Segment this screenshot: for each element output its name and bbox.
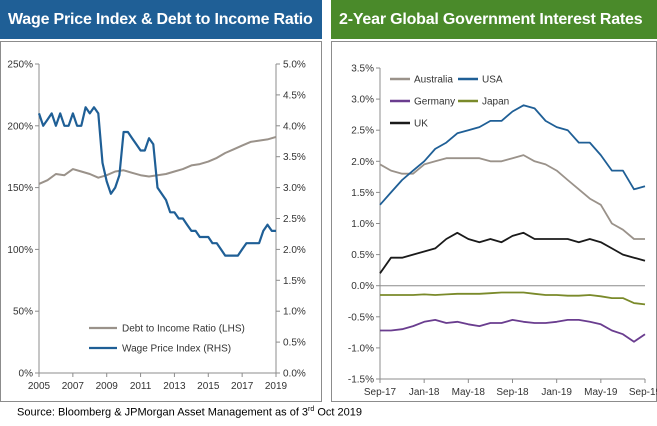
y-right-tick-label: 2.0% [283, 245, 306, 256]
y-right-tick-label: 0.5% [283, 338, 306, 349]
interest-rates-chart: -1.5% -1.0% -0.5% 0.0% 0.5% 1.0% 1.5% 2.0% 2.5% 3… [348, 64, 657, 399]
x-tick-label: Sep-18 [496, 387, 529, 398]
y-tick-label: 0.5% [351, 250, 374, 261]
legend-label: UK [414, 119, 428, 130]
y-left-tick-label: 250% [7, 60, 33, 71]
x-tick-label: May-18 [452, 387, 486, 398]
series-line-3 [380, 291, 646, 306]
x-tick-label: 2011 [130, 381, 152, 392]
y-tick-label: 3.0% [351, 95, 374, 106]
source-note: Source: Bloomberg & JPMorgan Asset Manag… [17, 406, 362, 419]
legend-label: Wage Price Index (RHS) [122, 344, 231, 355]
y-tick-label: -0.5% [348, 312, 374, 323]
y-right-tick-label: 2.5% [283, 214, 306, 225]
y-tick-label: 0.0% [351, 281, 374, 292]
series-line-2 [380, 318, 646, 343]
y-right-tick-label: 0.0% [283, 369, 306, 380]
y-right-tick-label: 5.0% [283, 60, 306, 71]
chart-title: 2-Year Global Government Interest Rates [331, 0, 657, 39]
y-left-tick-label: 50% [13, 307, 33, 318]
x-tick-label: 2015 [197, 381, 220, 392]
legend-label: USA [482, 75, 503, 86]
interest-rates-chart-panel: 2-Year Global Government Interest Rates … [331, 0, 657, 402]
x-tick-label: May-19 [584, 387, 618, 398]
chart-title: Wage Price Index & Debt to Income Ratio … [0, 0, 322, 67]
wage-debt-chart: 0% 50% 100% 150% 200% 250% 0.0% 0.5% 1.0% 1.5% 2.0… [7, 60, 306, 393]
x-tick-label: 2019 [265, 381, 288, 392]
legend-label: Germany [414, 97, 455, 108]
series-line-1 [379, 104, 646, 206]
legend-label: Australia [414, 75, 453, 86]
x-tick-label: Jan-19 [541, 387, 572, 398]
legend-label: Debt to Income Ratio (LHS) [122, 324, 245, 335]
plot-area: 0% 50% 100% 150% 200% 250% 0.0% 0.5% 1.0% 1.5% 2.0… [0, 41, 322, 402]
y-right-tick-label: 3.5% [283, 152, 306, 163]
y-tick-label: -1.0% [348, 343, 374, 354]
x-tick-label: 2005 [28, 381, 51, 392]
y-tick-label: 1.0% [351, 219, 374, 230]
y-right-tick-label: 4.0% [283, 121, 306, 132]
y-right-tick-label: 1.5% [283, 276, 306, 287]
x-tick-label: 2013 [163, 381, 186, 392]
series-line-1 [37, 106, 276, 257]
y-left-tick-label: 200% [7, 121, 33, 132]
x-tick-label: 2007 [62, 381, 85, 392]
y-tick-label: 3.5% [351, 64, 374, 75]
y-tick-label: 2.0% [351, 157, 374, 168]
y-right-tick-label: 4.5% [283, 90, 306, 101]
x-tick-label: 2009 [96, 381, 119, 392]
x-tick-label: Jan-18 [409, 387, 440, 398]
series-line-0 [379, 154, 645, 240]
y-left-tick-label: 150% [7, 183, 33, 194]
y-left-tick-label: 100% [7, 245, 33, 256]
y-right-tick-label: 3.0% [283, 183, 306, 194]
x-tick-label: Sep-19 [629, 387, 657, 398]
series-line-0 [38, 135, 277, 185]
legend-label: Japan [482, 97, 509, 108]
plot-area: -1.5% -1.0% -0.5% 0.0% 0.5% 1.0% 1.5% 2.0% 2.5% 3… [331, 41, 657, 402]
y-left-tick-label: 0% [19, 369, 34, 380]
y-tick-label: 1.5% [351, 188, 374, 199]
x-tick-label: 2017 [231, 381, 254, 392]
x-tick-label: Sep-17 [364, 387, 397, 398]
series-line-4 [379, 231, 646, 274]
y-tick-label: 2.5% [351, 126, 374, 137]
wage-debt-chart-panel: Wage Price Index & Debt to Income Ratio … [0, 0, 322, 402]
y-tick-label: -1.5% [348, 375, 374, 386]
y-right-tick-label: 1.0% [283, 307, 306, 318]
